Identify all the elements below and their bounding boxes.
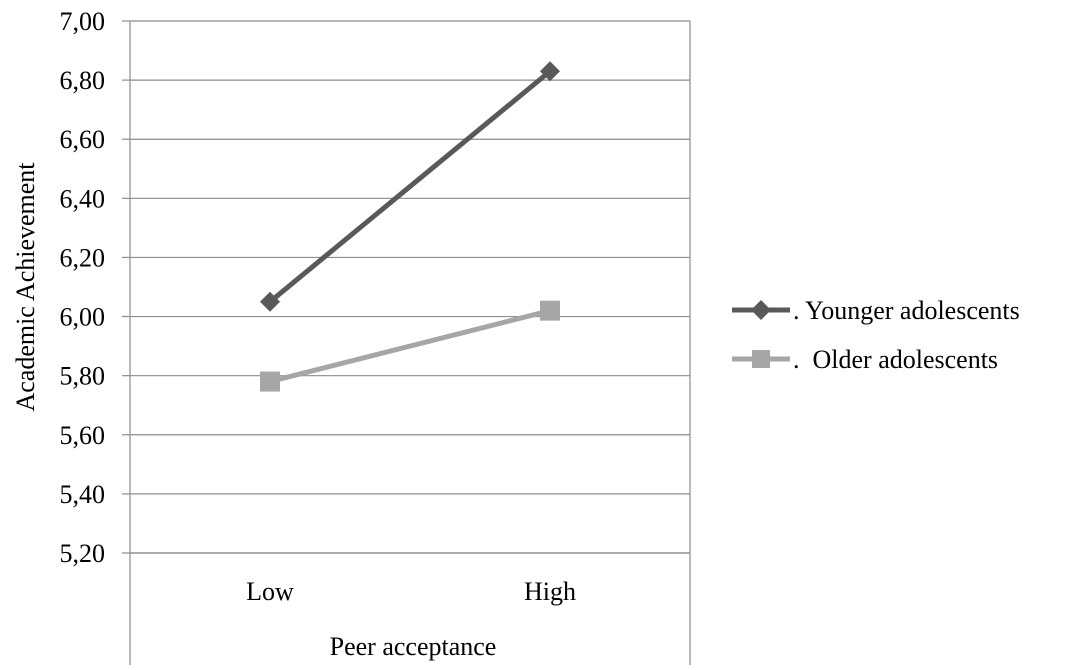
series-line [269, 308, 551, 385]
series-lines [268, 69, 552, 385]
diamond-marker [751, 300, 771, 320]
x-tick-label: Low [246, 577, 294, 606]
diamond-marker [260, 291, 280, 312]
y-tick-label: 6,00 [60, 303, 106, 332]
y-tick-label: 6,20 [60, 243, 106, 272]
square-marker [540, 300, 560, 321]
series-markers [260, 61, 560, 392]
square-marker [752, 350, 770, 368]
y-tick-label: 5,60 [60, 421, 106, 450]
square-marker [260, 371, 280, 392]
y-tick-label: 6,40 [60, 184, 106, 213]
legend-label: . Younger adolescents [793, 296, 1020, 325]
y-tick-label: 7,00 [60, 7, 106, 36]
y-tick-label: 6,60 [60, 125, 106, 154]
y-tick-label: 5,20 [60, 539, 106, 568]
legend-label: . Older adolescents [793, 345, 998, 374]
legend: . Younger adolescents . Older adolescents [732, 296, 1020, 374]
y-tick-label: 5,40 [60, 480, 106, 509]
gridlines [122, 20, 690, 554]
y-axis-title: Academic Achievement [11, 162, 40, 412]
series-line [268, 69, 552, 304]
axes [129, 21, 691, 665]
y-tick-labels: 5,20 5,40 5,60 5,80 6,00 6,20 6,40 6,60 6,80 7,00 [60, 7, 106, 568]
y-tick-label: 5,80 [60, 362, 106, 391]
x-tick-label: High [524, 577, 576, 606]
y-tick-label: 6,80 [60, 66, 106, 95]
x-tick-labels: Low High [246, 577, 576, 606]
diamond-marker [540, 61, 560, 82]
x-axis-title: Peer acceptance [330, 632, 497, 661]
